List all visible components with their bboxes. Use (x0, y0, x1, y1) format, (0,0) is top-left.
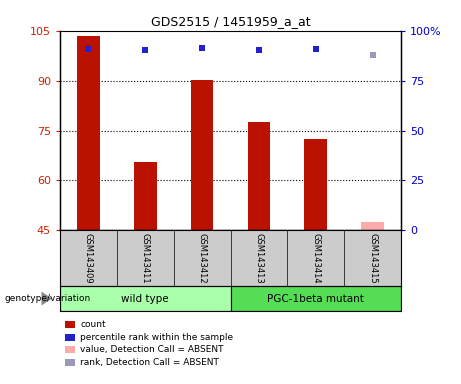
Bar (60, 286, 230, 311)
Text: wild type: wild type (121, 293, 169, 304)
Text: GSM143415: GSM143415 (368, 233, 377, 283)
Text: genotype/variation: genotype/variation (5, 294, 91, 303)
Title: GDS2515 / 1451959_a_at: GDS2515 / 1451959_a_at (151, 15, 310, 28)
Bar (134, 162, 157, 230)
Text: GSM143412: GSM143412 (198, 233, 207, 283)
Bar (77, 36, 100, 230)
Text: PGC-1beta mutant: PGC-1beta mutant (267, 293, 364, 304)
Bar (230, 286, 401, 311)
Bar (361, 222, 384, 230)
Text: value, Detection Call = ABSENT: value, Detection Call = ABSENT (80, 345, 224, 354)
Bar (191, 80, 213, 230)
Text: percentile rank within the sample: percentile rank within the sample (80, 333, 233, 342)
Bar (304, 139, 327, 230)
Text: GSM143414: GSM143414 (311, 233, 320, 283)
Text: count: count (80, 320, 106, 329)
Bar (248, 122, 270, 230)
Text: rank, Detection Call = ABSENT: rank, Detection Call = ABSENT (80, 358, 219, 367)
Text: GSM143411: GSM143411 (141, 233, 150, 283)
Text: GSM143409: GSM143409 (84, 233, 93, 283)
Text: GSM143413: GSM143413 (254, 233, 263, 284)
